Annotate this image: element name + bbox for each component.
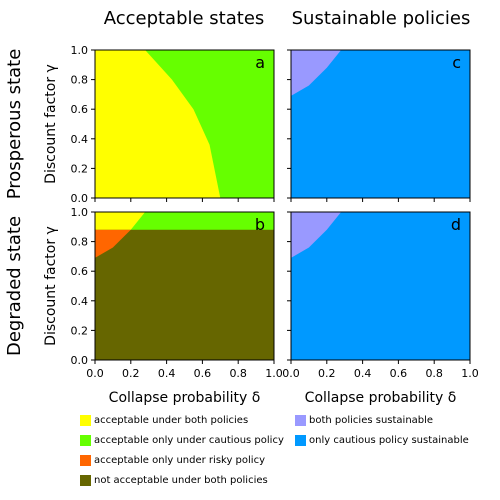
row-title-degraded-state: Degraded state <box>4 216 25 356</box>
panel-d-background-region <box>291 212 470 360</box>
panel-b-y-tick-label: 0.0 <box>71 354 89 367</box>
legend-label: both policies sustainable <box>309 415 434 426</box>
panel-b-frame <box>94 211 275 361</box>
panel-a-region-0 <box>95 50 221 198</box>
panel-b-x-tick-label: 0.4 <box>158 367 176 380</box>
legend-entry-left-2: acceptable only under risky policy <box>80 455 265 466</box>
panels-group: a 0.0 0.2 0.4 0.6 0.8 1.0 Discount factor γ b 0.0… <box>43 44 479 406</box>
panel-d-region-0 <box>291 212 342 258</box>
legend-label: only cautious policy sustainable <box>309 435 469 446</box>
panel-d-x-tick-label: 0.4 <box>354 367 372 380</box>
panel-c: c <box>287 49 471 202</box>
panel-c-label: c <box>452 53 461 72</box>
panel-d-x-tick-label: 0.0 <box>282 367 300 380</box>
panel-b: b 0.00.0 0.2 0.2 0.4 0.4 0.6 0.6 0.8 0.8 1.0 1.0 Dis… <box>43 206 283 406</box>
panel-d-x-tick-label: 0.8 <box>425 367 443 380</box>
panel-b-y-tick-label: 0.6 <box>71 265 89 278</box>
legend-swatch <box>80 455 91 466</box>
legend-label: acceptable only under cautious policy <box>94 435 284 446</box>
panel-d-x-tick-label: 0.6 <box>390 367 408 380</box>
legend-entry-right-1: only cautious policy sustainable <box>295 435 469 446</box>
panel-b-y-axis-label: Discount factor γ <box>43 226 59 346</box>
column-title-sustainable-policies: Sustainable policies <box>292 8 471 29</box>
legend-entry-right-0: both policies sustainable <box>295 415 433 426</box>
panel-a-label: a <box>255 53 265 72</box>
panel-b-x-axis-label: Collapse probability δ <box>109 390 261 406</box>
panel-d: d 0.0 0.2 0.4 0.6 0.8 1.0 Collapse probability … <box>282 211 479 406</box>
panel-b-label: b <box>255 215 265 234</box>
legend-label: acceptable under both policies <box>94 415 249 426</box>
panel-b-y-tick-label: 0.2 <box>71 324 89 337</box>
legend-swatch <box>80 435 91 446</box>
panel-a: a 0.0 0.2 0.4 0.6 0.8 1.0 Discount factor γ <box>43 44 275 205</box>
panel-c-region-0 <box>291 50 342 96</box>
panel-b-x-tick-label: 0.6 <box>194 367 212 380</box>
panel-b-x-tick-label: 1.0 <box>265 367 283 380</box>
legend-swatch <box>80 415 91 426</box>
panel-b-region-2 <box>95 229 131 258</box>
panel-d-x-axis-label: Collapse probability δ <box>305 390 457 406</box>
panel-c-background-region <box>291 50 470 198</box>
legend-entry-left-0: acceptable under both policies <box>80 415 248 426</box>
legend-label: not acceptable under both policies <box>94 475 268 486</box>
panel-b-x-tick-label: 0.2 <box>122 367 140 380</box>
panel-d-x-tick-label: 0.2 <box>318 367 336 380</box>
panel-b-y-tick-label: 0.4 <box>71 295 89 308</box>
panel-b-x-tick-label: 0.8 <box>229 367 247 380</box>
column-title-acceptable-states: Acceptable states <box>104 8 265 29</box>
legend-swatch <box>295 435 306 446</box>
panel-d-x-tick-label: 1.0 <box>461 367 479 380</box>
panel-b-y-tick-label: 0.8 <box>71 236 89 249</box>
legend-swatch <box>80 475 91 486</box>
row-title-prosperous-state: Prosperous state <box>4 49 25 200</box>
panel-a-y-axis-label: Discount factor γ <box>43 64 59 184</box>
legend-entry-left-1: acceptable only under cautious policy <box>80 435 284 446</box>
panel-a-y-tick-label: 0.6 <box>71 103 89 116</box>
panel-d-label: d <box>451 215 461 234</box>
panel-a-y-tick-label: 1.0 <box>71 44 89 57</box>
legend-swatch <box>295 415 306 426</box>
panel-a-frame <box>94 49 275 199</box>
panel-c-frame <box>290 49 471 199</box>
panel-a-y-tick-label: 0.4 <box>71 133 89 146</box>
legend-entry-left-3: not acceptable under both policies <box>80 475 268 486</box>
panel-b-x-tick-label: 0.0 <box>86 367 104 380</box>
panel-a-y-tick-label: 0.8 <box>71 74 89 87</box>
panel-a-y-tick-label: 0.0 <box>71 192 89 205</box>
panel-b-background-region <box>95 212 274 360</box>
panel-b-region-1 <box>95 212 146 230</box>
panel-d-frame <box>290 211 471 361</box>
panel-b-y-tick-label: 1.0 <box>71 206 89 219</box>
legend-label: acceptable only under risky policy <box>94 455 265 466</box>
panel-a-y-tick-label: 0.2 <box>71 162 89 175</box>
